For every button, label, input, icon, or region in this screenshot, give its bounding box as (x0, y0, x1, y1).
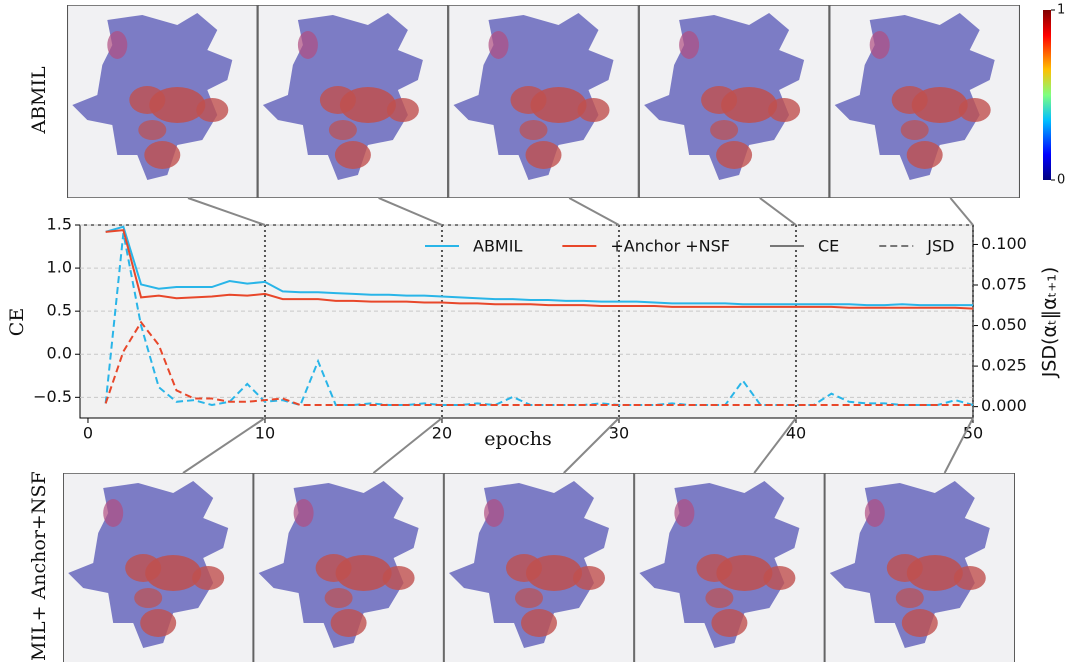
y2-tick-label: 0.100 (981, 234, 1027, 253)
snapshot-connector (760, 198, 796, 225)
y-tick-label: 0.0 (47, 344, 72, 363)
heatmap-thumbnail (830, 5, 1020, 198)
snapshot-connector (379, 198, 442, 225)
y-tick-label: 0.5 (47, 301, 72, 320)
y-tick-label: 1.5 (47, 215, 72, 234)
heatmap-thumbnail (444, 473, 634, 662)
colorbar-tick-label: 0 (1057, 173, 1065, 188)
legend-label: ABMIL (473, 237, 522, 256)
heatmap-thumbnail (67, 5, 257, 198)
x-tick-label: 10 (255, 424, 275, 443)
snapshot-connector (564, 418, 619, 473)
y2-tick-label: 0.025 (981, 356, 1027, 375)
heatmap-thumbnail (449, 5, 639, 198)
snapshot-connector (569, 198, 619, 225)
figure: ABMIL ABMIL+ Anchor+NSF epochs CE JSD(αₜ… (0, 0, 1065, 662)
row-label: ABMIL+ Anchor+NSF (28, 471, 50, 662)
y2-tick-label: 0.050 (981, 315, 1027, 334)
heatmap-thumbnail (254, 473, 444, 662)
colorbar-tick-label: 1 (1057, 3, 1065, 18)
snapshot-connector (373, 418, 442, 473)
heatmap-thumbnail (639, 5, 829, 198)
row-label: ABMIL (28, 66, 50, 135)
y-axis-label: CE (6, 308, 28, 336)
snapshot-connector (188, 198, 265, 225)
heatmap-thumbnail (634, 473, 824, 662)
snapshot-connector (950, 198, 973, 225)
heatmap-thumbnail (825, 473, 1015, 662)
legend-label: JSD (926, 237, 954, 256)
snapshot-connector (183, 418, 265, 473)
colorbar (1043, 10, 1051, 180)
y2-tick-label: 0.075 (981, 275, 1027, 294)
x-axis-label: epochs (484, 428, 551, 450)
heatmap-thumbnail (258, 5, 448, 198)
y2-tick-label: 0.000 (981, 396, 1027, 415)
snapshot-connector (754, 418, 796, 473)
snapshot-connector (945, 418, 973, 473)
y2-axis-label: JSD(αₜ‖αₜ₊₁) (1039, 267, 1061, 379)
legend-label: CE (818, 237, 839, 256)
x-tick-label: 20 (432, 424, 452, 443)
y-tick-label: −0.5 (33, 387, 72, 406)
x-tick-label: 0 (83, 424, 93, 443)
y-tick-label: 1.0 (47, 258, 72, 277)
heatmap-thumbnail (63, 473, 253, 662)
legend-label: +Anchor +NSF (610, 237, 730, 256)
